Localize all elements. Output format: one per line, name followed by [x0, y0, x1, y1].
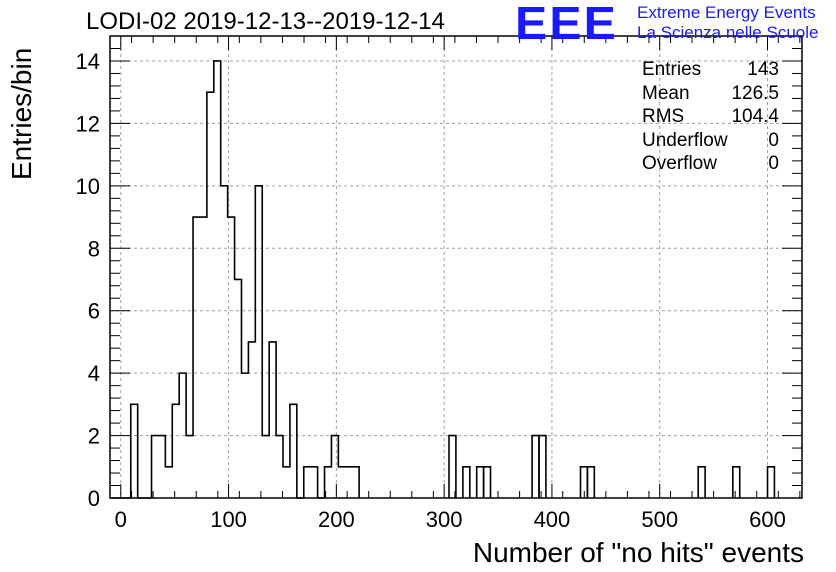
- y-tick-label: 10: [76, 174, 100, 199]
- histogram-bin: [697, 465, 706, 498]
- histogram-bin: [482, 465, 492, 498]
- stat-value: 143: [747, 59, 779, 80]
- chart-title: LODI-02 2019-12-13--2019-12-14: [86, 8, 445, 35]
- histogram-bin: [462, 465, 471, 498]
- grid-lines: [110, 36, 802, 498]
- y-tick-label: 2: [88, 424, 100, 449]
- stat-row-mean: Mean 126.5: [642, 82, 779, 106]
- histogram-bin: [475, 465, 485, 498]
- stat-value: 126.5: [731, 82, 779, 104]
- y-axis-label: Entries/bin: [6, 47, 37, 180]
- stat-value: 0: [768, 129, 779, 151]
- histogram-bin: [586, 465, 596, 498]
- y-tick-label: 12: [76, 111, 100, 136]
- stat-label: Mean: [642, 82, 690, 104]
- stat-row-underflow: Underflow 0: [642, 129, 779, 153]
- histogram-main: [110, 60, 360, 499]
- y-tick-label: 6: [88, 299, 100, 324]
- stat-value: 104.4: [731, 106, 779, 127]
- logo-caption-line1: Extreme Energy Events: [637, 3, 816, 22]
- x-tick-label: 100: [210, 507, 247, 532]
- stat-row-rms: RMS 104.4: [642, 105, 779, 129]
- histogram-series: [110, 60, 776, 499]
- histogram-bin: [448, 434, 457, 498]
- histogram-bin: [732, 465, 741, 498]
- stat-label: Overflow: [642, 153, 717, 174]
- x-tick-label: 400: [534, 507, 571, 532]
- x-tick-label: 200: [318, 507, 355, 532]
- stat-row-overflow: Overflow 0: [642, 152, 779, 176]
- stat-row-entries: Entries 143: [642, 58, 779, 82]
- plot-frame: [109, 35, 803, 499]
- histogram-bin: [766, 465, 776, 498]
- x-tick-label: 0: [115, 507, 127, 532]
- histogram-bin: [538, 434, 547, 498]
- stat-value: 0: [768, 153, 779, 174]
- y-tick-label: 0: [88, 486, 100, 511]
- logo-caption-line2: La Scienza nelle Scuole: [637, 23, 819, 42]
- x-tick-label: 300: [426, 507, 463, 532]
- stat-label: Underflow: [642, 129, 728, 151]
- histogram-bin: [531, 434, 540, 498]
- y-tick-label: 4: [88, 361, 100, 386]
- eee-logo: EEE: [515, 0, 618, 49]
- x-tick-label: 500: [641, 507, 678, 532]
- y-tick-label: 8: [88, 236, 100, 261]
- y-tick-label: 14: [76, 49, 100, 74]
- stats-box: Entries 143 Mean 126.5 RMS 104.4 Underfl…: [642, 58, 779, 176]
- logo-caption: Extreme Energy Events La Scienza nelle S…: [637, 3, 818, 43]
- stat-label: Entries: [642, 59, 702, 80]
- x-axis-label: Number of "no hits" events: [472, 537, 804, 568]
- axis-ticks: [109, 36, 802, 499]
- tick-labels: 0 100 200 300 400 500 600 0 2 4 6 8 10 12 14: [76, 49, 786, 532]
- x-tick-label: 600: [749, 507, 786, 532]
- stat-label: RMS: [642, 106, 685, 127]
